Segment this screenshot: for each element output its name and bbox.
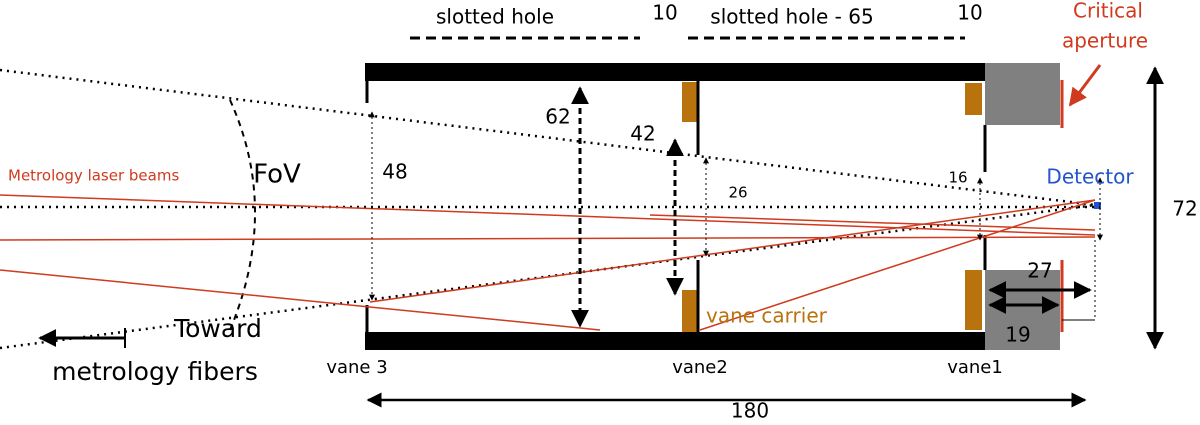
dim-label: 27: [1027, 259, 1052, 283]
dim-label: 16: [948, 169, 967, 187]
dimension-lines: [38, 36, 1164, 408]
dim-label: 26: [728, 184, 747, 202]
laser-beams: [0, 194, 1096, 331]
dim-label: 180: [731, 399, 769, 423]
dim-label: 10: [957, 1, 982, 25]
dim-label: 72: [1172, 197, 1197, 221]
tube: [365, 63, 1101, 350]
rays: [0, 68, 1100, 350]
detector-label: Detector: [1046, 165, 1134, 189]
dim-label: 62: [545, 105, 570, 129]
vane-label: vane 3: [326, 357, 387, 378]
dim-label: slotted hole: [436, 5, 554, 29]
carrier-label: vane carrier: [706, 304, 828, 328]
vane-label: vane1: [947, 357, 1003, 378]
dim-label: 42: [630, 122, 655, 146]
toward-label: metrology fibers: [52, 357, 258, 386]
dim-label: 19: [1005, 323, 1030, 347]
aperture-label: Critical: [1073, 0, 1143, 23]
laser-label: Metrology laser beams: [8, 167, 179, 185]
fov-label: FoV: [253, 160, 301, 190]
dim-label: 48: [382, 160, 407, 184]
toward-label: Toward: [173, 314, 262, 343]
dim-label: 10: [652, 1, 677, 25]
aperture-label: aperture: [1062, 29, 1148, 53]
vane-label: vane2: [672, 357, 728, 378]
dim-label: slotted hole - 65: [710, 5, 873, 29]
